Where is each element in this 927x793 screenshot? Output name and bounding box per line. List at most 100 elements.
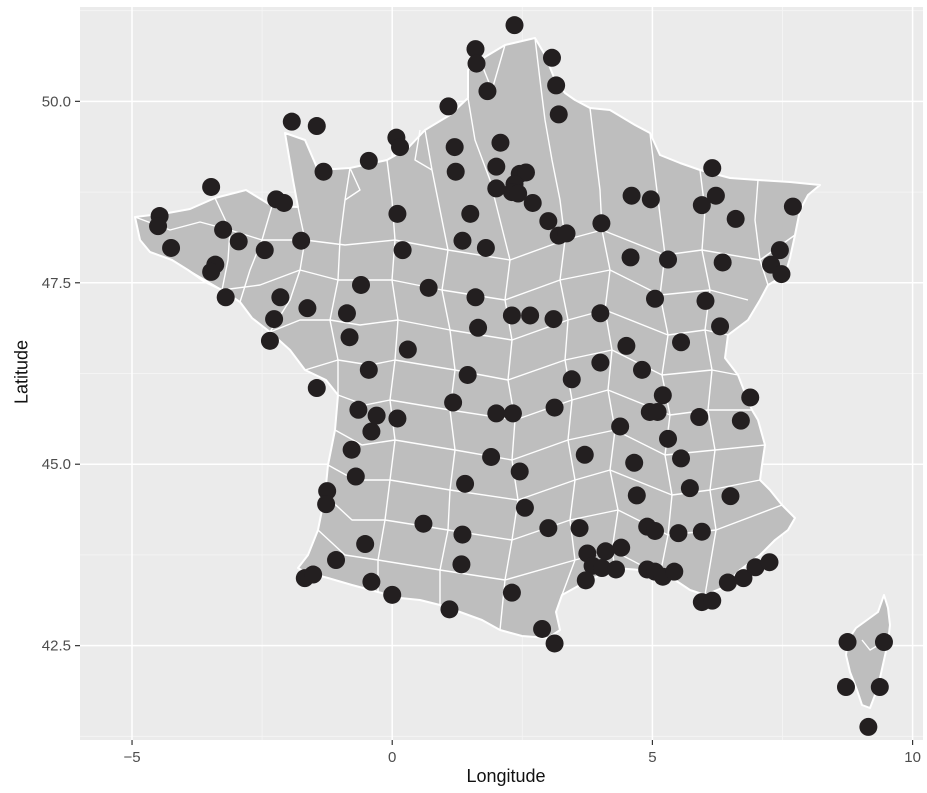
- data-point: [606, 560, 625, 579]
- data-point: [706, 186, 725, 205]
- data-point: [718, 573, 737, 592]
- department-boundary: [214, 197, 231, 291]
- data-point: [453, 525, 472, 544]
- data-point: [665, 562, 684, 581]
- data-point: [592, 214, 611, 233]
- data-point: [445, 138, 464, 157]
- data-point: [419, 278, 438, 297]
- data-point: [367, 406, 386, 425]
- data-point: [342, 440, 361, 459]
- data-point: [591, 304, 610, 323]
- data-point: [388, 204, 407, 223]
- data-point: [298, 299, 317, 318]
- data-point: [439, 97, 458, 116]
- data-point: [478, 82, 497, 101]
- data-point: [690, 408, 709, 427]
- y-tick-label: 42.5: [42, 638, 71, 655]
- data-point: [646, 289, 665, 308]
- x-tick-label: 0: [388, 749, 396, 766]
- data-point: [388, 409, 407, 428]
- data-point: [713, 253, 732, 272]
- data-point: [337, 304, 356, 323]
- data-point: [703, 591, 722, 610]
- data-point: [523, 193, 542, 212]
- data-point: [672, 449, 691, 468]
- data-point: [659, 250, 678, 269]
- data-point: [476, 238, 495, 257]
- data-point: [202, 262, 221, 281]
- data-point: [461, 204, 480, 223]
- y-axis-title: Latitude: [11, 339, 32, 405]
- data-point: [612, 538, 631, 557]
- department-boundary: [377, 159, 399, 592]
- data-point: [149, 217, 168, 236]
- data-point: [696, 291, 715, 310]
- data-point: [359, 360, 378, 379]
- data-point: [452, 555, 471, 574]
- department-boundary: [239, 205, 273, 303]
- data-point: [255, 241, 274, 260]
- data-point: [352, 275, 370, 294]
- axis-ticks: −5 0 5 10 42.5 45.0 47.5 50.0: [42, 93, 921, 766]
- department-boundary: [344, 167, 361, 201]
- data-point: [282, 112, 301, 131]
- y-tick-label: 50.0: [42, 93, 71, 110]
- data-point: [770, 241, 789, 260]
- data-point: [741, 388, 760, 407]
- data-point: [672, 333, 691, 352]
- data-point: [545, 398, 564, 417]
- y-tick-label: 47.5: [42, 275, 71, 292]
- data-point: [734, 569, 753, 588]
- data-point: [391, 138, 410, 157]
- data-point: [162, 238, 181, 257]
- department-boundary: [414, 129, 433, 171]
- data-point: [503, 404, 522, 423]
- data-point: [627, 486, 646, 505]
- data-point: [466, 40, 485, 59]
- data-point: [570, 519, 589, 538]
- data-point: [592, 558, 611, 577]
- data-point: [214, 220, 233, 239]
- data-point: [356, 535, 375, 554]
- data-point: [542, 48, 561, 67]
- data-point: [703, 159, 722, 178]
- data-point: [659, 429, 678, 448]
- data-point: [711, 317, 730, 336]
- data-point: [271, 288, 290, 307]
- data-point: [646, 521, 665, 540]
- data-point: [292, 231, 311, 250]
- x-tick-label: −5: [123, 749, 140, 766]
- data-point: [307, 379, 326, 398]
- data-point: [509, 184, 528, 203]
- data-point: [622, 186, 641, 205]
- data-point: [487, 404, 506, 423]
- data-point: [669, 524, 688, 543]
- data-point: [314, 162, 333, 181]
- data-point: [327, 551, 346, 570]
- data-point: [591, 353, 610, 372]
- data-point: [641, 190, 660, 209]
- data-point: [304, 565, 323, 584]
- data-point: [533, 619, 552, 638]
- data-point: [466, 288, 485, 307]
- x-tick-label: 5: [648, 749, 656, 766]
- data-point: [393, 241, 412, 260]
- x-tick-label: 10: [904, 749, 921, 766]
- data-point: [731, 411, 750, 430]
- data-point: [726, 209, 745, 228]
- data-point: [216, 288, 235, 307]
- data-point: [487, 157, 506, 176]
- data-point: [576, 571, 595, 590]
- y-tick-label: 45.0: [42, 456, 71, 473]
- data-point: [783, 197, 802, 216]
- data-point: [458, 365, 477, 384]
- data-point: [260, 331, 279, 350]
- data-point: [467, 54, 486, 73]
- department-boundary: [649, 132, 673, 576]
- data-point: [383, 585, 402, 604]
- department-boundary: [337, 389, 752, 421]
- data-point: [510, 462, 529, 481]
- data-point: [229, 232, 248, 251]
- data-point: [549, 105, 568, 124]
